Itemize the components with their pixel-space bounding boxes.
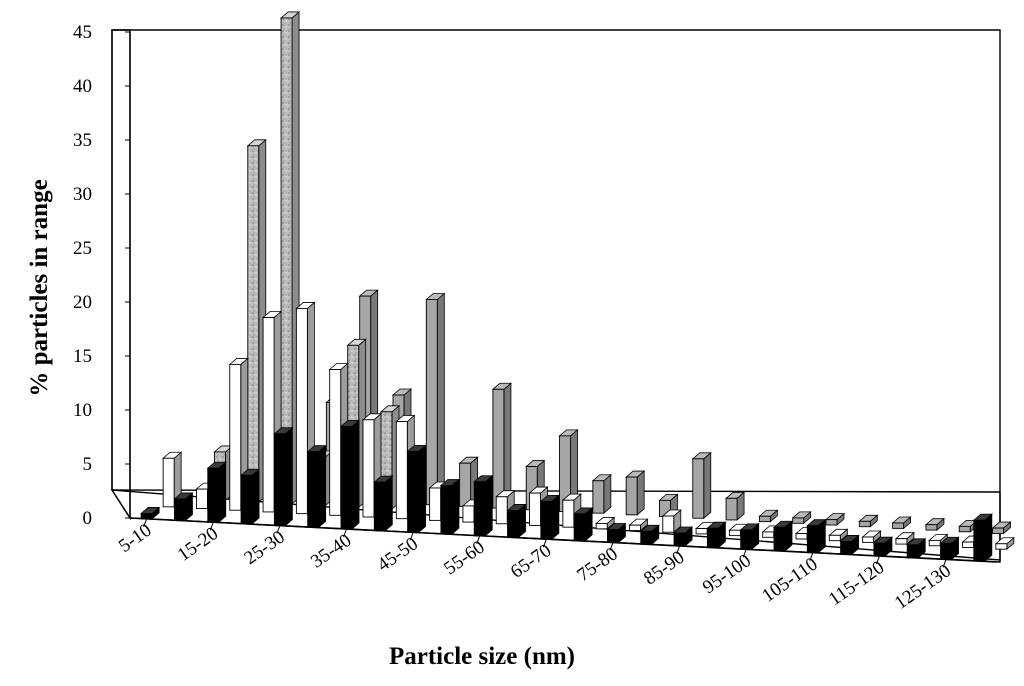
x-tick-mark	[742, 549, 747, 558]
bar	[140, 506, 161, 520]
bar	[573, 506, 594, 542]
bar	[839, 534, 860, 556]
bar	[625, 470, 646, 516]
bar	[861, 530, 882, 544]
y-tick-label: 5	[83, 454, 93, 475]
y-axis-title: % particles in range	[26, 179, 53, 396]
x-tick-mark	[676, 545, 681, 555]
bar	[791, 511, 812, 525]
bar	[339, 419, 361, 530]
x-tick-label: 45-50	[374, 533, 422, 576]
y-tick-label: 30	[73, 184, 92, 205]
bar	[406, 444, 427, 534]
x-tick-label: 105-110	[758, 554, 821, 607]
x-axis-title: Particle size (nm)	[389, 643, 575, 670]
bar	[758, 509, 779, 523]
bar	[162, 451, 183, 508]
bar	[691, 451, 712, 520]
y-tick-label: 0	[83, 508, 93, 529]
y-tick-label: 35	[73, 130, 92, 151]
bar	[425, 292, 446, 506]
x-tick-label: 115-120	[825, 557, 888, 610]
bar	[906, 537, 927, 559]
x-axis-ticks: 5-10 15-20 25-30 35-40 45-50 55-60 65-70 75-80 8…	[115, 518, 955, 614]
bar	[994, 536, 1015, 551]
bar	[706, 521, 727, 549]
bar	[672, 526, 694, 547]
bar	[991, 521, 1012, 535]
y-tick-label: 25	[73, 238, 92, 259]
bar	[661, 509, 682, 534]
x-tick-label: 55-60	[440, 537, 488, 580]
bar	[628, 518, 649, 532]
bar	[206, 461, 227, 524]
bar	[894, 531, 916, 545]
x-tick-mark	[209, 522, 214, 531]
bar	[639, 524, 660, 546]
x-tick-mark	[875, 555, 880, 565]
bar	[772, 520, 794, 552]
bar	[924, 517, 946, 531]
x-tick-label: 15-20	[174, 523, 222, 566]
x-tick-label: 85-90	[640, 547, 688, 590]
x-tick-label: 25-30	[240, 527, 288, 570]
bar	[939, 536, 960, 561]
y-axis-ticks: 0 5 10 15 20 25 30 35 40 45	[73, 22, 130, 529]
x-tick-label: 75-80	[573, 543, 621, 586]
x-tick-label: 125-130	[891, 560, 955, 614]
y-tick-label: 15	[73, 346, 92, 367]
x-tick-mark	[609, 542, 614, 551]
bar	[606, 522, 627, 544]
x-tick-mark	[409, 532, 414, 541]
bars-group	[140, 11, 1015, 563]
x-tick-label: 95-100	[699, 550, 755, 598]
bar	[972, 513, 993, 563]
bar	[872, 536, 894, 557]
bar	[273, 426, 294, 527]
x-tick-label: 35-40	[307, 530, 355, 573]
bar	[306, 444, 327, 529]
bar	[539, 494, 560, 541]
x-tick-mark	[809, 552, 814, 561]
x-tick-mark	[276, 525, 281, 534]
bar	[824, 512, 846, 526]
x-tick-label: 65-70	[507, 540, 555, 583]
bar	[724, 491, 746, 521]
bar	[806, 518, 827, 554]
y-tick-label: 20	[73, 292, 92, 313]
bar	[473, 474, 494, 537]
x-tick-mark	[343, 528, 347, 538]
y-tick-label: 45	[73, 22, 92, 43]
y-tick-label: 10	[73, 400, 92, 421]
bar	[239, 468, 261, 525]
bar	[828, 528, 849, 542]
bar	[439, 478, 461, 535]
left-wall	[111, 29, 131, 521]
bar	[591, 473, 612, 515]
bar	[595, 516, 616, 530]
y-tick-label: 40	[73, 76, 92, 97]
bar	[739, 522, 760, 551]
bar	[491, 382, 513, 509]
x-tick-mark	[476, 535, 481, 544]
bar	[173, 492, 194, 522]
bar	[891, 516, 912, 530]
x-tick-mark	[942, 559, 947, 568]
bar	[858, 514, 879, 528]
bar	[373, 475, 394, 532]
x-tick-label: 5-10	[115, 520, 156, 557]
x-tick-mark	[143, 518, 148, 528]
bar	[506, 503, 527, 539]
x-tick-mark	[542, 538, 547, 548]
